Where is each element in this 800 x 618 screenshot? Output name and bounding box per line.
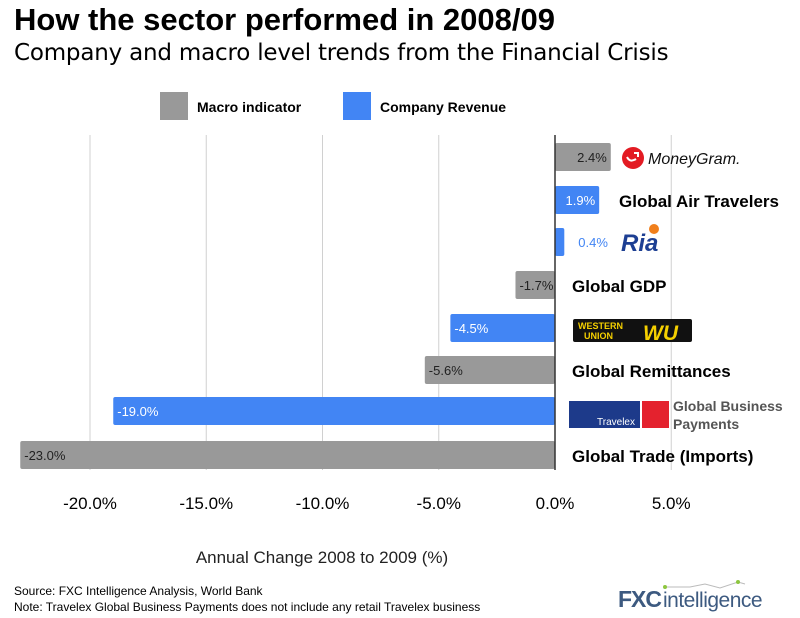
chart-title: How the sector performed in 2008/09: [14, 2, 555, 37]
data-label: 1.9%: [566, 193, 596, 208]
fxc-logo-text: intelligence: [663, 589, 762, 612]
x-tick-label: 5.0%: [652, 494, 691, 513]
bar-moneygram: [555, 143, 611, 171]
data-label: -5.6%: [429, 363, 463, 378]
moneygram-logo-icon: [622, 147, 644, 169]
ria-logo-text: Ria: [621, 230, 658, 257]
x-tick-label: -10.0%: [296, 494, 350, 513]
legend-swatch-macro: [160, 92, 188, 120]
category-label: Global Remittances: [572, 362, 731, 381]
x-tick-label: -5.0%: [417, 494, 461, 513]
fxc-logo-dot-icon: [663, 585, 667, 589]
note-text: Note: Travelex Global Business Payments …: [14, 600, 481, 614]
category-label: Global Trade (Imports): [572, 447, 753, 466]
bar-global-air-travelers: [555, 186, 600, 214]
x-tick-label: -20.0%: [63, 494, 117, 513]
moneygram-logo-text: MoneyGram.: [648, 151, 740, 168]
category-label: Global Air Travelers: [619, 192, 779, 211]
travelex-logo: [569, 401, 640, 428]
moneygram-arrow-icon: [626, 152, 639, 162]
western-union-logo-text: WU: [643, 322, 679, 345]
fxc-logo-dot-icon: [736, 580, 740, 584]
fxc-logo-line-icon: [665, 581, 746, 589]
western-union-logo-text: UNION: [584, 331, 613, 341]
source-text: Source: FXC Intelligence Analysis, World…: [14, 584, 263, 598]
ria-logo-ball-icon: [649, 224, 659, 234]
data-label: 2.4%: [577, 150, 607, 165]
bar-western-union: [450, 314, 555, 342]
bar-travelex-global-business-payments: [113, 397, 555, 425]
x-axis-label: Annual Change 2008 to 2009 (%): [196, 548, 448, 567]
western-union-logo-text: WESTERN: [578, 321, 623, 331]
legend-label-company: Company Revenue: [380, 99, 506, 115]
bar-ria: [555, 228, 565, 256]
data-label: -1.7%: [519, 278, 553, 293]
chart-subtitle: Company and macro level trends from the …: [14, 40, 669, 66]
category-label: Payments: [673, 416, 739, 432]
bar-global-remittances: [424, 356, 555, 384]
fxc-logo-text: FXC: [618, 586, 661, 612]
legend-swatch-company: [343, 92, 371, 120]
category-label: Global Business: [673, 398, 783, 414]
x-tick-label: 0.0%: [536, 494, 575, 513]
data-label: -19.0%: [117, 404, 159, 419]
travelex-red-block: [642, 401, 669, 428]
western-union-logo: [573, 319, 692, 342]
data-label: 0.4%: [578, 235, 608, 250]
category-label: Global GDP: [572, 277, 666, 296]
bar-global-gdp: [515, 271, 555, 299]
x-tick-label: -15.0%: [179, 494, 233, 513]
data-label: -23.0%: [24, 448, 66, 463]
bar-global-trade-imports-: [20, 441, 555, 469]
legend-label-macro: Macro indicator: [197, 99, 302, 115]
travelex-logo-text: Travelex: [597, 417, 635, 428]
data-label: -4.5%: [454, 321, 488, 336]
